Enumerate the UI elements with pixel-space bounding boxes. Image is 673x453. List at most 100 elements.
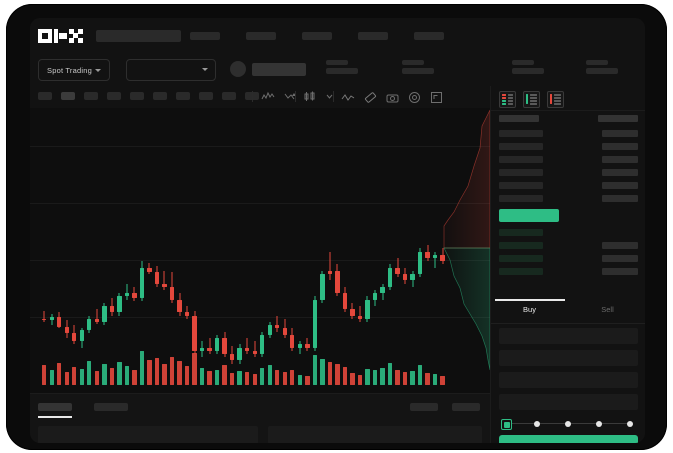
total-field[interactable] <box>499 394 638 410</box>
candle-body <box>79 330 84 342</box>
coin-avatar <box>230 61 246 77</box>
volume-bar <box>365 368 370 385</box>
active-tab-underline <box>495 299 565 301</box>
timeframe-button-2[interactable] <box>61 92 75 100</box>
ask-row-price[interactable] <box>499 182 543 189</box>
pair-selector[interactable] <box>126 59 216 81</box>
buy-sell-tabs: Buy Sell <box>491 299 645 324</box>
volume-bar <box>102 364 107 385</box>
candle-body <box>297 344 302 348</box>
tab-open-orders[interactable] <box>38 403 72 418</box>
nav-item-2[interactable] <box>246 32 276 40</box>
candle <box>207 108 212 393</box>
ask-row-amount <box>602 143 638 150</box>
orderbook-combined-icon[interactable] <box>499 91 516 108</box>
volume-bar <box>192 353 197 385</box>
bid-row-price[interactable] <box>499 268 543 275</box>
timeframe-button-3[interactable] <box>84 92 98 100</box>
orders-action-2[interactable] <box>452 403 480 411</box>
volume-bar <box>109 368 115 385</box>
orderbook-asks-icon[interactable] <box>547 91 564 108</box>
candle <box>402 108 408 393</box>
order-type-field[interactable] <box>499 328 638 344</box>
chart-style-chevron-icon[interactable] <box>325 92 334 101</box>
ruler-icon[interactable] <box>364 91 377 104</box>
tab-sell[interactable]: Sell <box>601 305 614 314</box>
bid-row-price[interactable] <box>499 255 543 262</box>
candle-body <box>380 286 385 294</box>
ticker-stats <box>326 60 637 82</box>
candle-body <box>290 334 295 348</box>
candle <box>387 108 393 393</box>
volume-bar <box>282 371 287 385</box>
ask-row-price[interactable] <box>499 169 543 176</box>
settings-icon[interactable] <box>408 91 421 104</box>
candle-body <box>87 318 92 330</box>
candle-body <box>402 274 408 281</box>
orders-panel-right <box>268 426 482 443</box>
timeframe-button-7[interactable] <box>176 92 190 100</box>
timeframe-button-5[interactable] <box>130 92 144 100</box>
tab-order-history[interactable] <box>94 403 128 411</box>
candle-wick <box>329 251 331 281</box>
orders-action-1[interactable] <box>410 403 438 411</box>
fullscreen-icon[interactable] <box>430 91 443 104</box>
candle <box>260 108 265 393</box>
candle-body <box>117 296 122 313</box>
line-chart-icon[interactable] <box>341 92 355 103</box>
candle-body <box>342 293 348 310</box>
camera-icon[interactable] <box>386 92 399 104</box>
nav-item-4[interactable] <box>358 32 388 40</box>
slider-stop-25[interactable] <box>534 420 540 427</box>
candle-body <box>102 306 107 322</box>
amount-field[interactable] <box>499 372 638 388</box>
indicators-icon[interactable] <box>261 91 275 102</box>
ask-row-price[interactable] <box>499 156 543 163</box>
panel-divider <box>491 110 645 111</box>
slider-stop-75[interactable] <box>596 420 602 427</box>
timeframe-button-8[interactable] <box>199 92 213 100</box>
last-price <box>252 63 306 76</box>
nav-item-1[interactable] <box>190 32 220 40</box>
submit-buy-button[interactable] <box>499 435 638 443</box>
ask-row-amount <box>602 169 638 176</box>
candle-body <box>357 315 363 319</box>
candle-body <box>245 347 250 351</box>
candle-body <box>395 267 400 274</box>
timeframe-button-6[interactable] <box>153 92 167 100</box>
trading-mode-selector[interactable]: Spot Trading <box>38 59 110 81</box>
stat-value <box>586 68 618 74</box>
candle <box>252 108 257 393</box>
bid-row-price[interactable] <box>499 242 543 249</box>
volume-bar <box>432 373 438 385</box>
amount-slider[interactable] <box>501 419 636 430</box>
chart-type-icon[interactable] <box>303 91 316 102</box>
price-chart[interactable] <box>30 108 490 393</box>
candle <box>42 108 47 393</box>
ask-row-price[interactable] <box>499 130 543 137</box>
stat-item <box>586 60 618 82</box>
okx-logo[interactable] <box>38 29 84 43</box>
tab-buy[interactable]: Buy <box>523 305 536 314</box>
ask-row-price[interactable] <box>499 195 543 202</box>
nav-item-5[interactable] <box>414 32 444 40</box>
slider-stop-100[interactable] <box>627 420 633 427</box>
volume-bar <box>440 375 445 385</box>
slider-handle[interactable] <box>501 419 512 430</box>
candle-body <box>365 299 370 319</box>
candle <box>199 108 205 393</box>
timeframe-button-9[interactable] <box>222 92 236 100</box>
price-field[interactable] <box>499 350 638 366</box>
volume-bar <box>402 371 408 385</box>
order-book[interactable] <box>491 111 645 299</box>
nav-item-3[interactable] <box>302 32 332 40</box>
slider-stop-50[interactable] <box>565 420 571 427</box>
search-input[interactable] <box>96 30 181 42</box>
candle <box>357 108 363 393</box>
bid-row-price[interactable] <box>499 229 543 236</box>
chart-tools-group-3 <box>341 91 443 104</box>
orderbook-bids-icon[interactable] <box>523 91 540 108</box>
timeframe-button-4[interactable] <box>107 92 121 100</box>
timeframe-button-1[interactable] <box>38 92 52 100</box>
ask-row-price[interactable] <box>499 143 543 150</box>
